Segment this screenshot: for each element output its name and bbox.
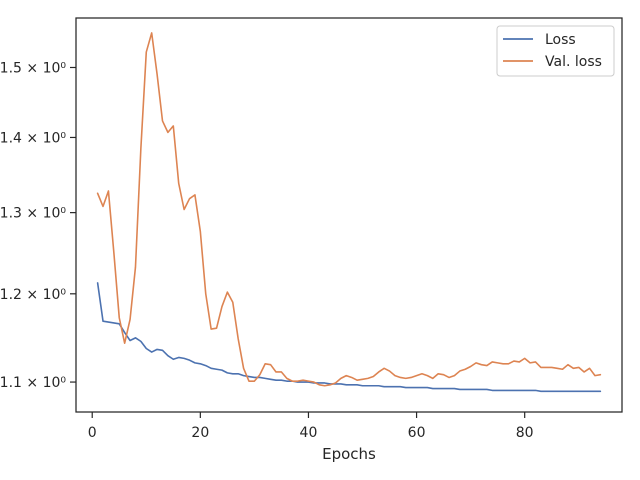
series-line-1: [96, 32, 602, 387]
y-axis-ticks: 1.1 × 10⁰ 1.2 × 10⁰ 1.3 × 10⁰ 1.4 × 10⁰ 1.5 …: [0, 60, 76, 391]
y-tick-label: 1.5 × 10⁰: [0, 60, 66, 76]
plot-frame: [75, 17, 623, 413]
x-tick-label: 40: [300, 425, 318, 441]
y-tick-label: 1.2 × 10⁰: [0, 287, 66, 303]
x-tick-label: 80: [516, 425, 534, 441]
y-tick-label: 1.3 × 10⁰: [0, 206, 66, 222]
x-tick-label: 60: [408, 425, 426, 441]
x-tick-label: 0: [88, 425, 97, 441]
legend: Loss Val. loss: [496, 25, 615, 77]
series-line-0: [96, 282, 602, 393]
y-tick-label: 1.1 × 10⁰: [0, 375, 66, 391]
x-axis-ticks: 0 20 40 60 80: [88, 412, 534, 441]
x-tick-label: 20: [191, 425, 209, 441]
y-tick-label: 1.4 × 10⁰: [0, 130, 66, 146]
x-axis-label: Epochs: [322, 445, 376, 463]
plot-lines: [96, 32, 602, 393]
legend-label-0: Loss: [545, 32, 576, 48]
legend-label-1: Val. loss: [545, 54, 602, 70]
